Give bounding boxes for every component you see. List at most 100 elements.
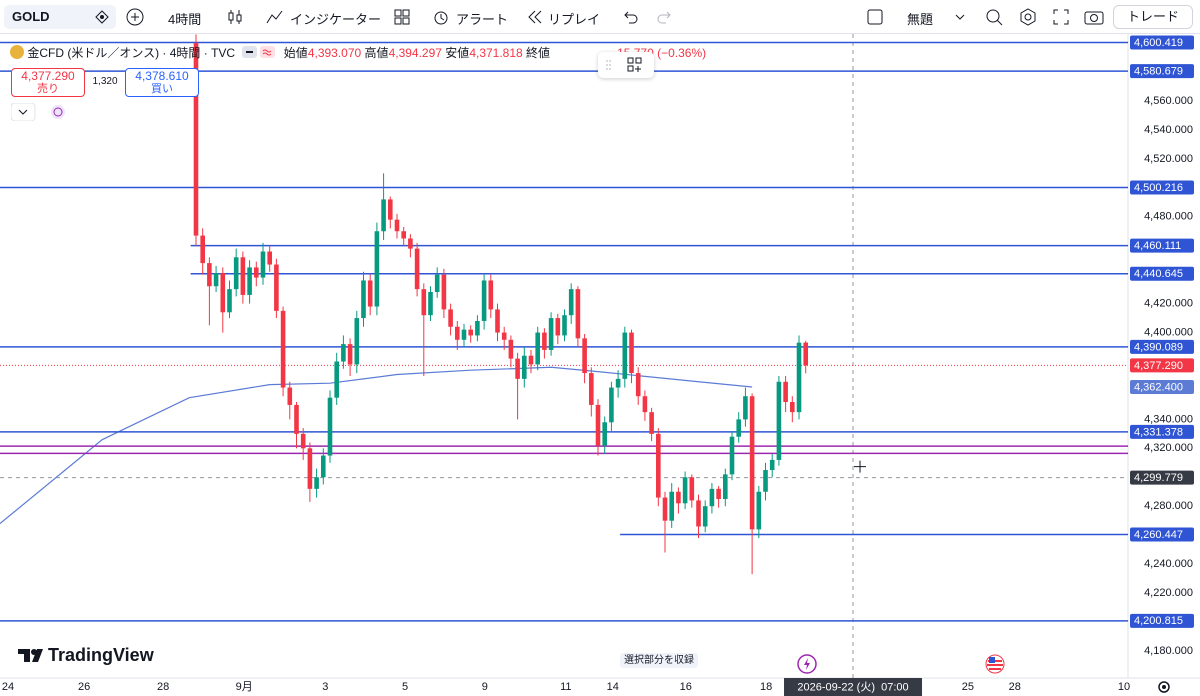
high-value: 4,394.297 bbox=[388, 46, 442, 60]
candle bbox=[776, 375, 782, 466]
candle bbox=[414, 242, 420, 297]
candle-body bbox=[200, 235, 205, 264]
collapse-button[interactable]: 選択部分を収録 bbox=[620, 653, 698, 668]
undo[interactable] bbox=[624, 10, 638, 24]
candle-body bbox=[320, 455, 326, 478]
candle bbox=[622, 326, 628, 388]
replay-button[interactable]: リプレイ bbox=[548, 12, 601, 27]
object-tree-icon bbox=[606, 57, 642, 72]
candle bbox=[763, 462, 768, 501]
settings[interactable] bbox=[1019, 8, 1037, 26]
current-price-label-box bbox=[1130, 358, 1194, 373]
candle bbox=[220, 267, 226, 333]
x-tick-label: 26 bbox=[78, 681, 90, 693]
chart-type[interactable] bbox=[227, 8, 243, 26]
quick-search[interactable] bbox=[985, 8, 1003, 26]
add-symbol[interactable] bbox=[126, 8, 144, 26]
current-price-label: 4,377.290 bbox=[1134, 360, 1183, 372]
level-label-box bbox=[1130, 64, 1194, 79]
candle-body bbox=[682, 477, 688, 504]
y-tick-label: 4,400.000 bbox=[1144, 326, 1193, 338]
object-tree[interactable] bbox=[598, 52, 654, 78]
candle bbox=[434, 267, 440, 298]
open-value: 4,393.070 bbox=[307, 46, 362, 60]
candle bbox=[461, 323, 467, 348]
candle-body bbox=[361, 280, 366, 319]
candle-body bbox=[548, 318, 554, 350]
layouts[interactable] bbox=[394, 9, 410, 25]
price-axis bbox=[1128, 34, 1200, 678]
candle-body bbox=[709, 488, 715, 507]
candle bbox=[649, 407, 654, 442]
candle-body bbox=[522, 355, 527, 379]
candle bbox=[743, 387, 748, 427]
buy-label: 買い bbox=[151, 83, 173, 95]
candle bbox=[716, 485, 721, 508]
candle-body bbox=[274, 264, 279, 311]
candle-body bbox=[515, 358, 520, 379]
buy-button[interactable]: 4,378.610 買い bbox=[125, 68, 199, 97]
interval[interactable]: 4時間 bbox=[168, 12, 202, 27]
x-tick-label: 16 bbox=[680, 681, 692, 693]
candle bbox=[656, 428, 661, 507]
candle bbox=[508, 335, 514, 368]
snapshot[interactable] bbox=[1084, 8, 1104, 26]
candle bbox=[729, 430, 735, 481]
candle bbox=[582, 334, 587, 384]
fullscreen[interactable] bbox=[1053, 9, 1069, 25]
candle bbox=[629, 329, 634, 384]
candle bbox=[749, 393, 755, 575]
candle-body bbox=[589, 373, 594, 405]
candle-body bbox=[294, 404, 299, 434]
indicators-button[interactable]: インジケーター bbox=[290, 12, 382, 27]
checkbox[interactable] bbox=[867, 9, 883, 25]
redo[interactable] bbox=[657, 10, 671, 24]
candle-body bbox=[602, 422, 608, 446]
candle bbox=[609, 381, 614, 431]
layout-menu[interactable] bbox=[955, 14, 965, 21]
candle-body bbox=[689, 477, 695, 501]
candle-body bbox=[622, 332, 628, 379]
y-tick-label: 4,480.000 bbox=[1144, 211, 1193, 223]
candle bbox=[642, 390, 648, 421]
level-label-box bbox=[1130, 238, 1194, 253]
level-label-box bbox=[1130, 527, 1194, 542]
candle-body bbox=[421, 289, 427, 316]
candle-body bbox=[756, 491, 762, 530]
y-tick-label: 4,560.000 bbox=[1144, 95, 1193, 107]
candle bbox=[682, 471, 688, 510]
alert-button[interactable]: アラート bbox=[456, 12, 509, 27]
candle-body bbox=[749, 396, 755, 530]
candle bbox=[454, 320, 460, 350]
candle-body bbox=[528, 355, 534, 365]
layout-name[interactable]: 無題 bbox=[907, 12, 934, 27]
sell-button[interactable]: 4,377.290 売り bbox=[11, 68, 85, 97]
candle-body bbox=[354, 318, 360, 365]
x-tick-label: 5 bbox=[402, 681, 408, 693]
candle bbox=[267, 245, 272, 272]
candle-body bbox=[723, 474, 728, 499]
candle-body bbox=[696, 500, 701, 527]
candle bbox=[736, 412, 742, 443]
candle-body bbox=[542, 332, 547, 350]
candle-body bbox=[649, 412, 654, 434]
candle-body bbox=[327, 397, 333, 456]
candle-body bbox=[300, 433, 306, 449]
candle-body bbox=[247, 267, 252, 295]
legend-controls[interactable] bbox=[11, 103, 71, 121]
us-event-icon bbox=[985, 654, 1005, 674]
candle bbox=[709, 483, 715, 514]
candle bbox=[481, 274, 487, 330]
tradingview-logo[interactable]: TradingView bbox=[18, 645, 154, 666]
candle-body bbox=[213, 273, 219, 287]
candle bbox=[240, 251, 246, 304]
candle-body bbox=[729, 436, 735, 475]
candle-body bbox=[233, 257, 239, 290]
symbol-search[interactable]: GOLD bbox=[4, 5, 116, 29]
symbol-icon bbox=[95, 10, 109, 24]
candle-body bbox=[562, 315, 567, 336]
trade-button[interactable]: トレード bbox=[1113, 5, 1193, 29]
candle bbox=[200, 228, 205, 275]
axis-settings[interactable] bbox=[1157, 680, 1171, 694]
y-tick-label: 4,220.000 bbox=[1144, 587, 1193, 599]
